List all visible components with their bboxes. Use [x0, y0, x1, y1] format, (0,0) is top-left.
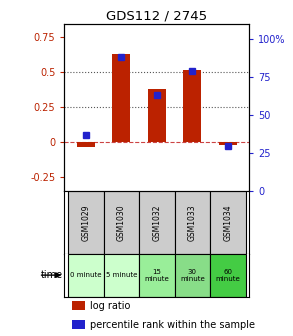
Bar	[183, 70, 201, 142]
Bar	[72, 320, 85, 329]
Bar	[148, 89, 166, 142]
Text: 30
minute: 30 minute	[180, 268, 205, 282]
Bar	[175, 254, 210, 297]
Bar	[219, 142, 237, 145]
Text: 0 minute: 0 minute	[70, 272, 101, 278]
Bar	[68, 254, 103, 297]
Bar	[210, 191, 246, 254]
Text: GSM1034: GSM1034	[223, 204, 232, 241]
Title: GDS112 / 2745: GDS112 / 2745	[106, 9, 207, 23]
Bar	[77, 142, 95, 146]
Bar	[175, 191, 210, 254]
Text: GSM1033: GSM1033	[188, 204, 197, 241]
Text: 60
minute: 60 minute	[215, 268, 240, 282]
Bar	[139, 191, 175, 254]
Bar	[113, 54, 130, 142]
Bar	[103, 254, 139, 297]
Text: percentile rank within the sample: percentile rank within the sample	[90, 320, 255, 330]
Text: log ratio: log ratio	[90, 301, 131, 311]
Bar	[139, 254, 175, 297]
Text: GSM1030: GSM1030	[117, 204, 126, 241]
Text: time: time	[40, 270, 63, 280]
Text: 15
minute: 15 minute	[144, 268, 169, 282]
Text: 5 minute: 5 minute	[105, 272, 137, 278]
Bar	[72, 301, 85, 310]
Bar	[103, 191, 139, 254]
Bar	[68, 191, 103, 254]
Bar	[210, 254, 246, 297]
Text: GSM1029: GSM1029	[81, 204, 90, 241]
Text: GSM1032: GSM1032	[152, 204, 161, 241]
